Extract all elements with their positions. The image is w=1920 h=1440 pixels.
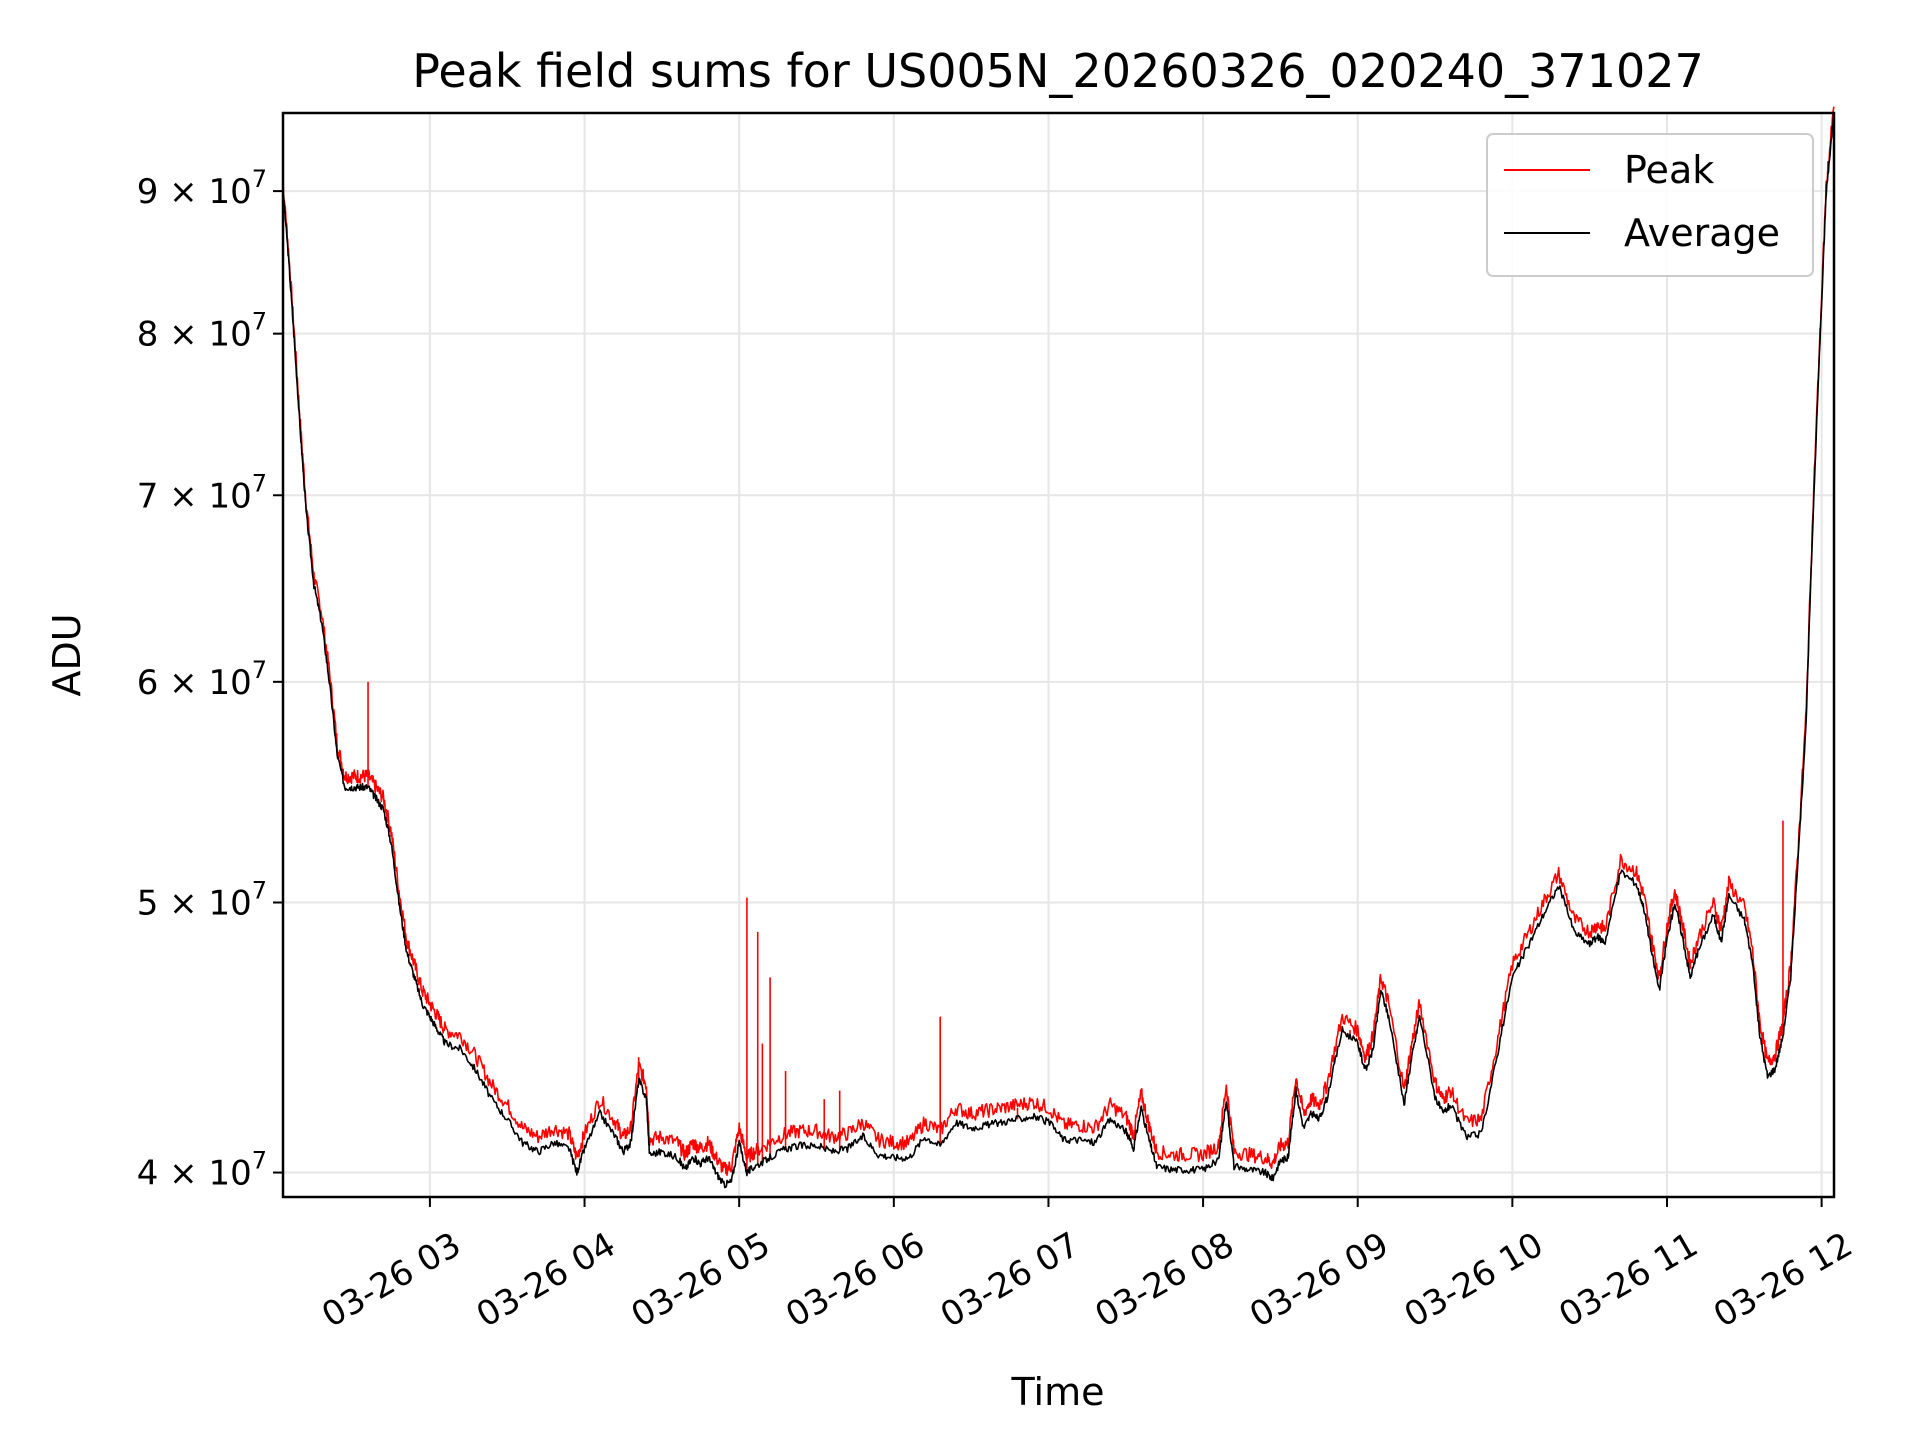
y-tick-label: 4 × 107 [137,1147,267,1194]
y-tick-label: 7 × 107 [137,469,267,516]
x-tick-label: 03-26 03 [315,1225,467,1336]
y-ticks: 4 × 107 5 × 107 6 × 107 7 × 107 8 × 107 9 × 1… [137,165,283,1194]
x-tick-label: 03-26 12 [1707,1225,1859,1336]
series-line-peak [282,106,1835,1176]
chart-title: Peak field sums for US005N_20260326_0202… [412,44,1704,98]
plot-frame [281,111,1836,1199]
plot-area [282,106,1835,1189]
y-tick-label: 5 × 107 [137,876,267,923]
x-tick-label: 03-26 04 [470,1225,622,1336]
legend-label-peak: Peak [1624,148,1714,192]
x-tick-label: 03-26 08 [1088,1225,1240,1336]
grid [283,113,1834,1197]
y-tick-label: 6 × 107 [137,656,267,703]
x-tick-label: 03-26 05 [625,1225,777,1336]
x-tick-label: 03-26 11 [1552,1225,1704,1336]
y-axis-label: ADU [45,613,89,696]
x-tick-label: 03-26 07 [934,1225,1086,1336]
y-tick-label: 9 × 107 [137,165,267,212]
legend-label-average: Average [1624,211,1780,255]
x-axis-label: Time [1011,1370,1105,1414]
x-ticks: 03-26 03 03-26 04 03-26 05 03-26 06 03-26 07… [315,1197,1859,1336]
peak-spikes [367,681,1784,1173]
x-tick-label: 03-26 06 [779,1225,931,1336]
y-tick-label: 8 × 107 [137,308,267,355]
x-tick-label: 03-26 09 [1243,1225,1395,1336]
x-tick-label: 03-26 10 [1398,1225,1550,1336]
series-line-average [282,112,1835,1189]
legend: Peak Average [1486,133,1814,277]
